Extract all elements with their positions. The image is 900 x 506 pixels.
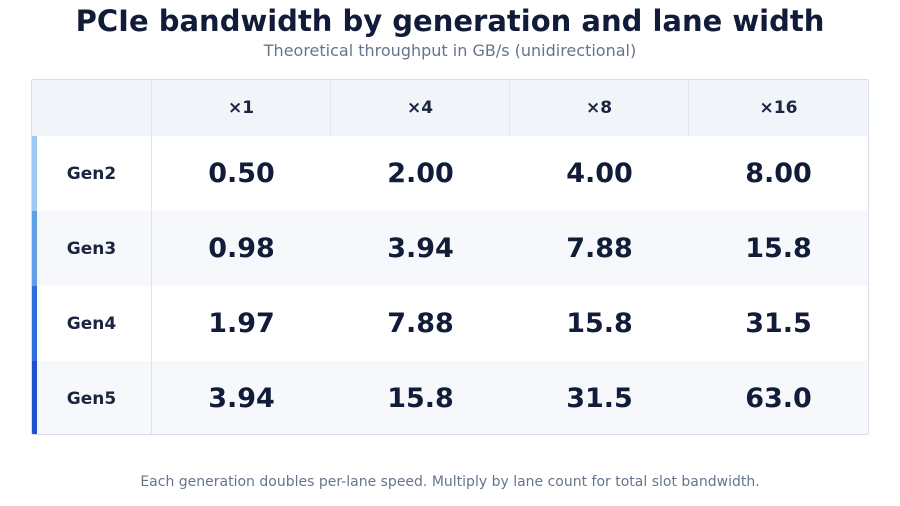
value-cell: 31.5: [745, 308, 812, 339]
value-cell: 7.88: [566, 233, 633, 264]
value-cell: 8.00: [745, 158, 812, 189]
column-header-x4: ×4: [331, 80, 510, 136]
row-header-gen4: Gen4: [32, 286, 152, 361]
row-header-gen2: Gen2: [32, 136, 152, 211]
column-header-x8: ×8: [510, 80, 689, 136]
value-cell: 7.88: [387, 308, 454, 339]
value-cell: 31.5: [566, 383, 633, 414]
row-header-gen5: Gen5: [32, 361, 152, 434]
value-cell: 15.8: [566, 308, 633, 339]
chart-title: PCIe bandwidth by generation and lane wi…: [75, 4, 825, 38]
gen2-accent-bar: [32, 136, 37, 211]
value-cell: 0.98: [208, 233, 275, 264]
value-cell: 3.94: [387, 233, 454, 264]
footnote: Each generation doubles per-lane speed. …: [140, 474, 760, 490]
row-label: Gen4: [66, 313, 117, 334]
value-cell: 1.97: [208, 308, 275, 339]
column-header-x16: ×16: [759, 98, 798, 118]
value-cell: 15.8: [745, 233, 812, 264]
table-row-gen2: Gen2 0.50 2.00 4.00 8.00: [32, 136, 868, 212]
value-cell: 15.8: [387, 383, 454, 414]
table-corner-cell: [32, 80, 152, 136]
table-header-row: ×1 ×4 ×8 ×16: [32, 80, 868, 137]
row-label: Gen5: [66, 388, 117, 409]
table-row-gen5: Gen5 3.94 15.8 31.5 63.0: [32, 361, 868, 434]
value-cell: 4.00: [566, 158, 633, 189]
table-row-gen3: Gen3 0.98 3.94 7.88 15.8: [32, 211, 868, 287]
gen4-accent-bar: [32, 286, 37, 361]
row-header-gen3: Gen3: [32, 211, 152, 286]
column-header-x1: ×1: [152, 80, 331, 136]
value-cell: 3.94: [208, 383, 275, 414]
value-cell: 0.50: [208, 158, 275, 189]
row-label: Gen3: [66, 238, 117, 259]
gen5-accent-bar: [32, 361, 37, 434]
table-row-gen4: Gen4 1.97 7.88 15.8 31.5: [32, 286, 868, 362]
bandwidth-table: ×1 ×4 ×8 ×16 Gen2 0.50 2.00 4.00 8.00 Ge…: [31, 79, 869, 435]
value-cell: 2.00: [387, 158, 454, 189]
gen3-accent-bar: [32, 211, 37, 286]
row-label: Gen2: [66, 163, 117, 184]
chart-subtitle: Theoretical throughput in GB/s (unidirec…: [263, 41, 637, 60]
value-cell: 63.0: [745, 383, 812, 414]
